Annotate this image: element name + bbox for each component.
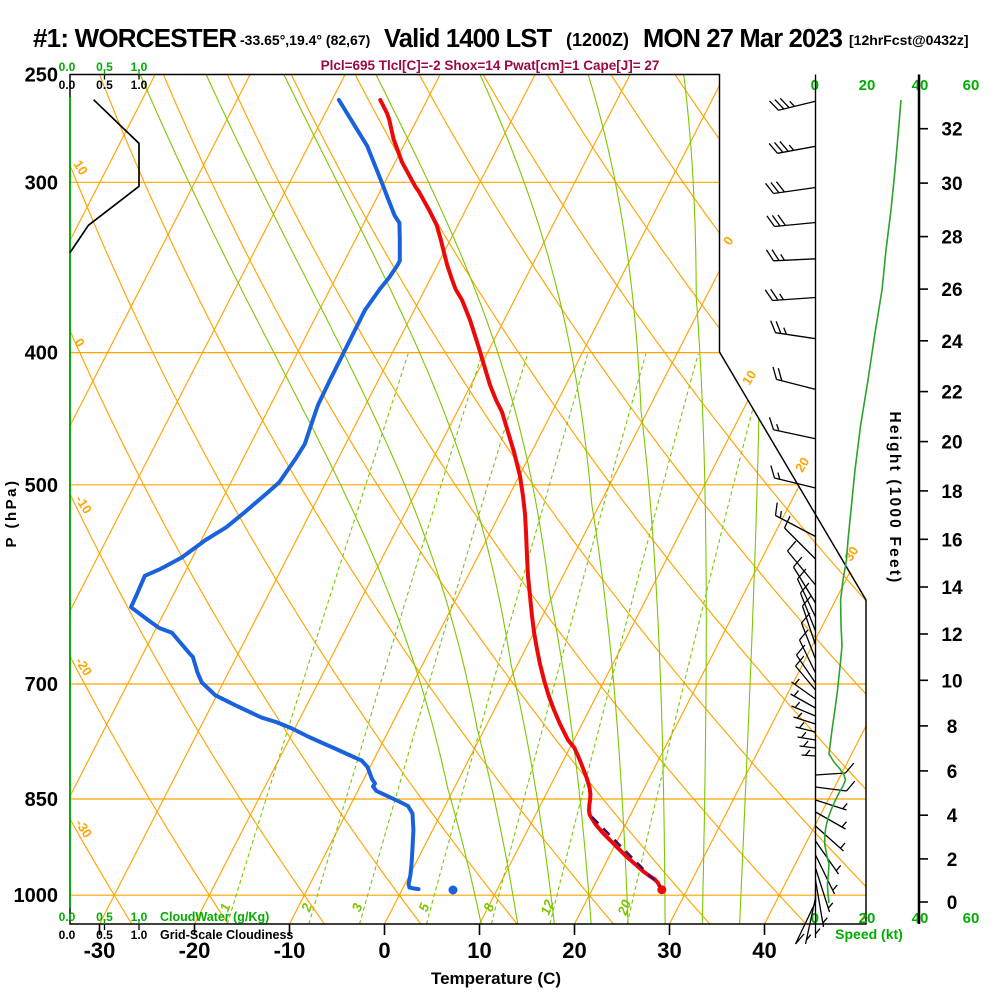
svg-text:0.0: 0.0	[59, 60, 76, 74]
svg-text:32: 32	[941, 120, 962, 141]
svg-text:Temperature (C): Temperature (C)	[431, 969, 561, 988]
svg-text:850: 850	[25, 789, 58, 811]
svg-text:10: 10	[71, 157, 91, 177]
svg-text:1.0: 1.0	[131, 78, 148, 92]
svg-text:24: 24	[941, 332, 963, 353]
svg-text:-33.65°,19.4° (82,67): -33.65°,19.4° (82,67)	[240, 32, 370, 48]
svg-text:4: 4	[947, 806, 958, 827]
svg-text:20: 20	[562, 938, 586, 963]
svg-text:Grid-Scale Cloudiness: Grid-Scale Cloudiness	[160, 928, 293, 942]
svg-text:0.5: 0.5	[96, 78, 113, 92]
svg-text:0.0: 0.0	[59, 910, 76, 924]
svg-text:20: 20	[792, 455, 812, 475]
svg-text:400: 400	[25, 343, 58, 365]
svg-text:-10: -10	[274, 938, 306, 963]
svg-text:P (hPa): P (hPa)	[3, 479, 20, 548]
svg-text:22: 22	[941, 383, 962, 404]
svg-text:20: 20	[615, 897, 635, 918]
svg-text:Plcl=695 Tlcl[C]=-2 Shox=14 Pw: Plcl=695 Tlcl[C]=-2 Shox=14 Pwat[cm]=1 C…	[321, 58, 660, 73]
svg-text:Speed (kt): Speed (kt)	[835, 926, 903, 942]
svg-text:1.0: 1.0	[131, 60, 148, 74]
svg-text:Height (1000 Feet): Height (1000 Feet)	[886, 411, 903, 584]
svg-text:0.5: 0.5	[96, 928, 113, 942]
svg-text:0: 0	[947, 893, 958, 914]
svg-text:1.0: 1.0	[131, 910, 148, 924]
svg-text:14: 14	[941, 578, 963, 599]
svg-text:-30: -30	[84, 938, 116, 963]
svg-text:1.0: 1.0	[131, 928, 148, 942]
svg-text:700: 700	[25, 674, 58, 696]
svg-text:12: 12	[941, 625, 962, 646]
svg-text:[12hrFcst@0432z]: [12hrFcst@0432z]	[849, 32, 968, 48]
svg-text:#1: WORCESTER: #1: WORCESTER	[33, 23, 237, 53]
svg-text:1000: 1000	[14, 885, 59, 907]
svg-text:0: 0	[378, 938, 390, 963]
svg-text:(1200Z): (1200Z)	[566, 30, 629, 50]
svg-text:CloudWater (g/Kg): CloudWater (g/Kg)	[160, 910, 269, 924]
svg-text:250: 250	[25, 64, 58, 86]
svg-text:28: 28	[941, 228, 962, 249]
svg-text:300: 300	[25, 172, 58, 194]
svg-text:2: 2	[947, 850, 958, 871]
svg-text:-20: -20	[179, 938, 211, 963]
svg-text:0: 0	[811, 910, 819, 927]
svg-text:20: 20	[859, 910, 876, 927]
svg-text:60: 60	[963, 77, 980, 94]
svg-text:Valid 1400 LST: Valid 1400 LST	[384, 25, 553, 53]
svg-text:500: 500	[25, 475, 58, 497]
svg-text:60: 60	[963, 910, 980, 927]
svg-text:10: 10	[467, 938, 491, 963]
svg-text:0.0: 0.0	[59, 928, 76, 942]
svg-text:18: 18	[941, 482, 962, 503]
svg-text:MON 27 Mar 2023: MON 27 Mar 2023	[643, 25, 843, 53]
svg-text:16: 16	[941, 530, 962, 551]
svg-text:26: 26	[941, 280, 962, 301]
svg-text:0.5: 0.5	[96, 910, 113, 924]
svg-text:30: 30	[941, 174, 962, 195]
svg-text:20: 20	[941, 433, 962, 454]
svg-text:0.5: 0.5	[96, 60, 113, 74]
svg-text:10: 10	[739, 368, 759, 388]
svg-text:10: 10	[941, 671, 962, 692]
svg-text:6: 6	[947, 762, 958, 783]
svg-text:12: 12	[538, 897, 557, 917]
svg-text:30: 30	[657, 938, 681, 963]
svg-text:0.0: 0.0	[59, 78, 76, 92]
svg-text:20: 20	[859, 77, 876, 94]
svg-text:8: 8	[947, 717, 958, 738]
svg-text:40: 40	[752, 938, 776, 963]
